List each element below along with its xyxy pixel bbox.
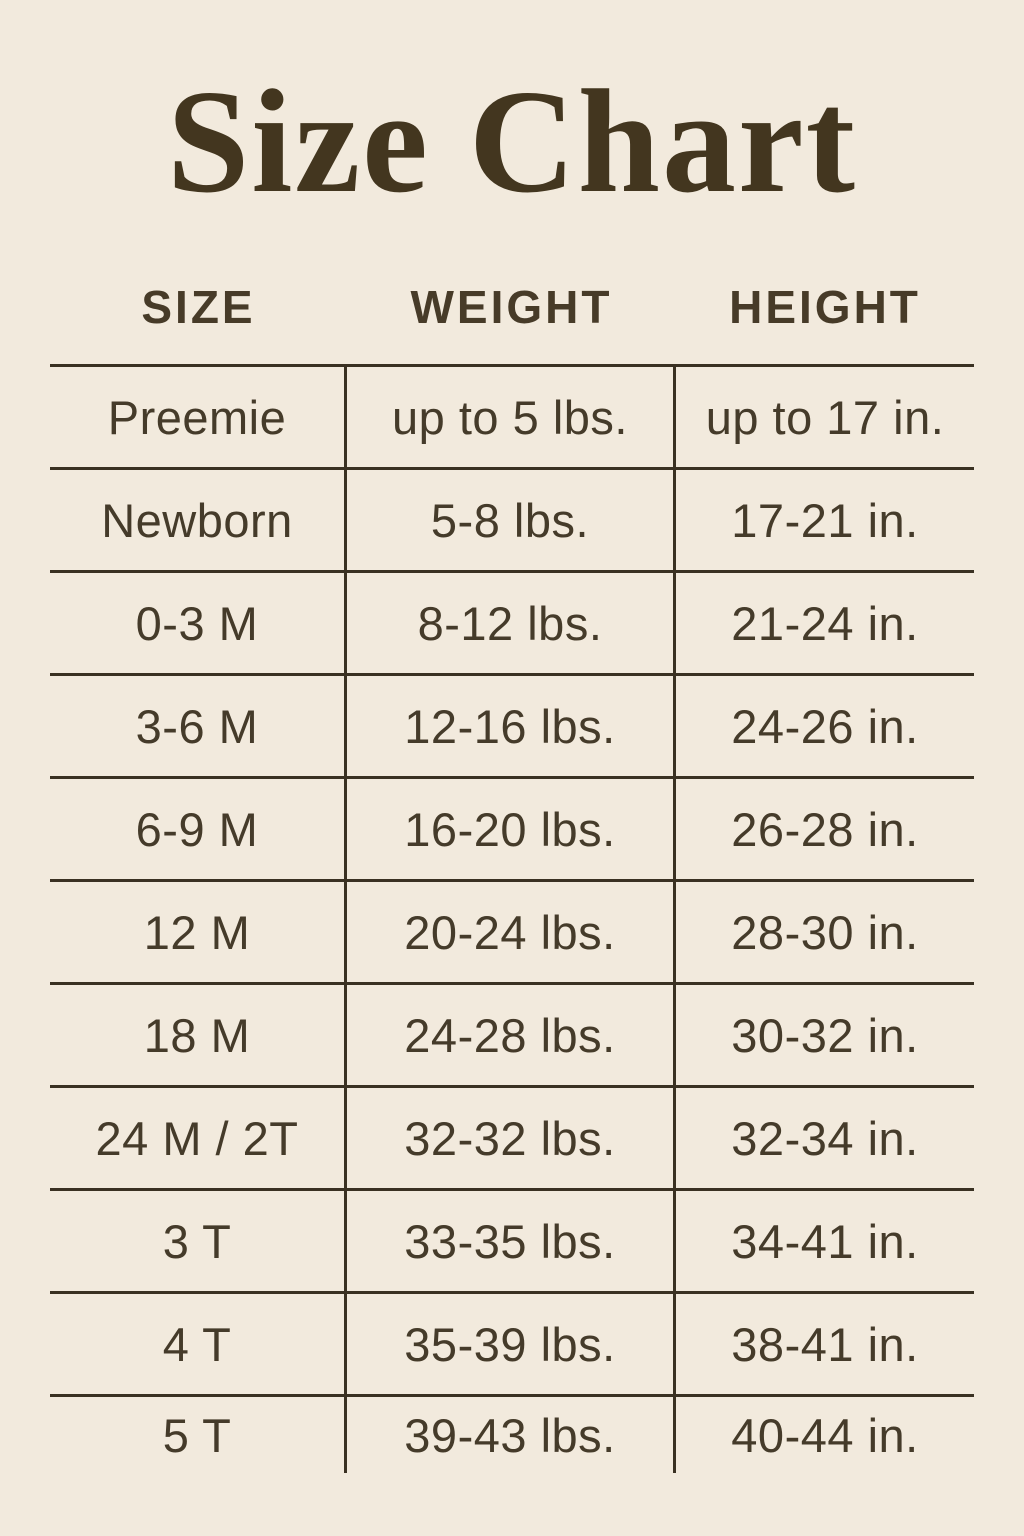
table-row-5t: 5 T 39-43 lbs. 40-44 in. bbox=[50, 1397, 974, 1473]
column-header-weight: WEIGHT bbox=[410, 281, 613, 333]
table-cell-size: 3-6 M bbox=[50, 676, 347, 779]
table-cell-height: 26-28 in. bbox=[676, 779, 974, 882]
column-header-height: HEIGHT bbox=[729, 281, 921, 333]
table-cell-height: 17-21 in. bbox=[676, 470, 974, 573]
table-row-3-6m: 3-6 M 12-16 lbs. 24-26 in. bbox=[50, 676, 974, 779]
table-cell-weight: 20-24 lbs. bbox=[347, 882, 676, 985]
table-header-row: SIZE WEIGHT HEIGHT bbox=[50, 275, 974, 339]
table-cell-size: 5 T bbox=[50, 1397, 347, 1473]
table-cell-weight: 33-35 lbs. bbox=[347, 1191, 676, 1294]
table-cell-height: 34-41 in. bbox=[676, 1191, 974, 1294]
table-cell-weight: 39-43 lbs. bbox=[347, 1397, 676, 1473]
table-cell-height: 30-32 in. bbox=[676, 985, 974, 1088]
table-cell-weight: 32-32 lbs. bbox=[347, 1088, 676, 1191]
table-cell-size: 3 T bbox=[50, 1191, 347, 1294]
table-cell-height: 24-26 in. bbox=[676, 676, 974, 779]
table-row-4t: 4 T 35-39 lbs. 38-41 in. bbox=[50, 1294, 974, 1397]
size-table: Preemie up to 5 lbs. up to 17 in. Newbor… bbox=[50, 364, 974, 1473]
table-cell-size: 24 M / 2T bbox=[50, 1088, 347, 1191]
table-row-0-3m: 0-3 M 8-12 lbs. 21-24 in. bbox=[50, 573, 974, 676]
table-cell-size: 12 M bbox=[50, 882, 347, 985]
table-cell-weight: 12-16 lbs. bbox=[347, 676, 676, 779]
table-cell-height: 21-24 in. bbox=[676, 573, 974, 676]
table-cell-height: up to 17 in. bbox=[676, 367, 974, 470]
table-cell-size: Newborn bbox=[50, 470, 347, 573]
table-cell-weight: 5-8 lbs. bbox=[347, 470, 676, 573]
page-title: Size Chart bbox=[167, 60, 857, 224]
table-cell-weight: 24-28 lbs. bbox=[347, 985, 676, 1088]
table-cell-weight: 8-12 lbs. bbox=[347, 573, 676, 676]
table-cell-size: 0-3 M bbox=[50, 573, 347, 676]
column-header-size: SIZE bbox=[141, 281, 256, 333]
table-cell-size: 4 T bbox=[50, 1294, 347, 1397]
table-cell-height: 40-44 in. bbox=[731, 1408, 919, 1462]
table-cell-height: 28-30 in. bbox=[676, 882, 974, 985]
table-cell-weight: 16-20 lbs. bbox=[347, 779, 676, 882]
table-cell-size: 6-9 M bbox=[50, 779, 347, 882]
table-row-preemie: Preemie up to 5 lbs. up to 17 in. bbox=[50, 367, 974, 470]
table-cell-height: 38-41 in. bbox=[676, 1294, 974, 1397]
table-cell-size: Preemie bbox=[50, 367, 347, 470]
table-row-12m: 12 M 20-24 lbs. 28-30 in. bbox=[50, 882, 974, 985]
table-cell-size: 18 M bbox=[50, 985, 347, 1088]
table-row-3t: 3 T 33-35 lbs. 34-41 in. bbox=[50, 1191, 974, 1294]
table-row-24m-2t: 24 M / 2T 32-32 lbs. 32-34 in. bbox=[50, 1088, 974, 1191]
table-cell-weight: up to 5 lbs. bbox=[347, 367, 676, 470]
table-cell-weight: 35-39 lbs. bbox=[347, 1294, 676, 1397]
table-row-18m: 18 M 24-28 lbs. 30-32 in. bbox=[50, 985, 974, 1088]
table-row-6-9m: 6-9 M 16-20 lbs. 26-28 in. bbox=[50, 779, 974, 882]
table-cell-height: 32-34 in. bbox=[676, 1088, 974, 1191]
table-row-newborn: Newborn 5-8 lbs. 17-21 in. bbox=[50, 470, 974, 573]
